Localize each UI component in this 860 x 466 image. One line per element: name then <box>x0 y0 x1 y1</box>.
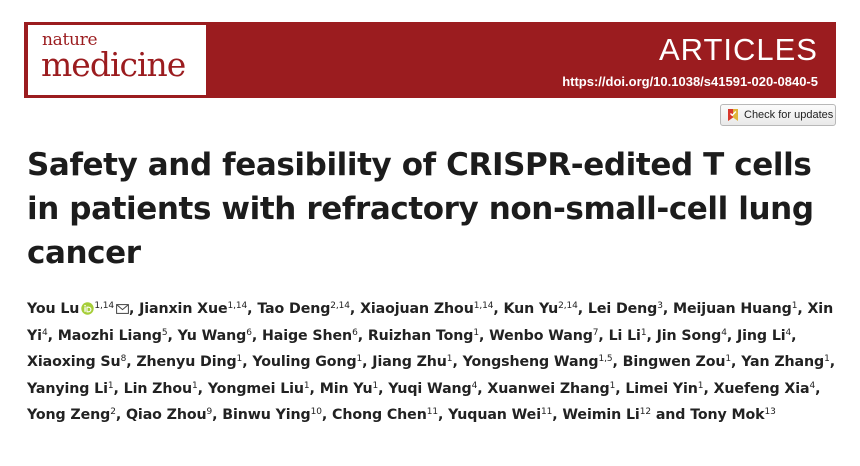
author-affiliation: 7 <box>592 327 599 338</box>
author-affiliation: 6 <box>352 327 358 338</box>
author-affiliation: 13 <box>764 407 776 417</box>
author-name[interactable]: Ruizhan Tong <box>367 327 474 344</box>
author-affiliation: 2,14 <box>330 301 350 311</box>
author-affiliation: 1,5 <box>598 354 613 364</box>
author-name[interactable]: Jin Song <box>656 327 722 344</box>
author-name[interactable]: Xiaoxing Su <box>27 354 121 370</box>
author-affiliation: 1 <box>303 380 310 391</box>
author-affiliation: 1 <box>107 380 114 391</box>
author-affiliation: 1,14 <box>473 301 494 311</box>
author-name[interactable]: You Lu <box>27 301 80 317</box>
author-affiliation: 8 <box>120 354 127 364</box>
author-name[interactable]: Tao Deng <box>257 301 331 317</box>
author-name[interactable]: Xuanwei Zhang <box>487 380 610 397</box>
journal-logo-small: nature <box>42 30 98 50</box>
author-affiliation: 4 <box>785 327 792 338</box>
author-name[interactable]: Qiao Zhou <box>125 407 207 423</box>
author-affiliation: 1 <box>791 301 798 311</box>
author-name[interactable]: Xin Yi <box>27 301 834 344</box>
author-affiliation: 4 <box>809 380 816 391</box>
author-affiliation: 3 <box>657 301 663 311</box>
author-affiliation: 4 <box>41 327 48 338</box>
author-name[interactable]: Weimin Li <box>562 407 640 423</box>
author-name[interactable]: Xiaojuan Zhou <box>360 301 474 317</box>
author-list: You Lu 1,14, Jianxin Xue1,14, Tao Deng2,1… <box>27 301 836 423</box>
author-name[interactable]: Yong Zeng <box>27 407 111 423</box>
author-affiliation: 1 <box>697 380 704 391</box>
author-name[interactable]: Haige Shen <box>261 327 353 344</box>
author-name[interactable]: Yuqi Wang <box>388 380 472 397</box>
author-name[interactable]: Wenbo Wang <box>489 327 593 344</box>
author-name[interactable]: Yongsheng Wang <box>462 354 599 370</box>
author-name[interactable]: Tony Mok <box>690 407 765 423</box>
author-name[interactable]: Yan Zhang <box>741 354 825 370</box>
crossmark-icon <box>728 109 738 121</box>
author-name[interactable]: Binwu Ying <box>222 407 311 423</box>
author-affiliation: 1 <box>446 354 453 364</box>
author-name[interactable]: Maozhi Liang <box>57 327 162 344</box>
author-affiliation: 1 <box>236 354 243 364</box>
author-affiliation: 1 <box>725 354 732 364</box>
author-name[interactable]: Yongmei Liu <box>207 380 304 397</box>
author-list-conjunction: and <box>655 407 686 423</box>
check-for-updates-label: Check for updates <box>744 109 834 121</box>
author-affiliation: 4 <box>721 327 727 338</box>
author-name[interactable]: Lei Deng <box>587 301 658 317</box>
author-name[interactable]: Yuquan Wei <box>448 407 541 423</box>
author-affiliation: 1 <box>473 327 479 338</box>
author-name[interactable]: Jianxin Xue <box>139 301 228 317</box>
author-name[interactable]: Yu Wang <box>177 327 247 344</box>
author-affiliation: 10 <box>310 407 322 417</box>
author-name[interactable]: Jiang Zhu <box>372 354 447 370</box>
author-affiliation: 5 <box>161 327 168 338</box>
author-affiliation: 1 <box>192 380 198 391</box>
check-for-updates-button[interactable]: Check for updates <box>720 104 836 126</box>
author-affiliation: 2 <box>110 407 116 417</box>
author-name[interactable]: Lin Zhou <box>123 380 193 397</box>
author-name[interactable]: Bingwen Zou <box>622 354 726 370</box>
doi-link[interactable]: https://doi.org/10.1038/s41591-020-0840-… <box>562 74 818 89</box>
author-affiliation: 4 <box>471 380 478 391</box>
author-name[interactable]: Li Li <box>608 327 641 344</box>
author-name[interactable]: Youling Gong <box>252 354 357 370</box>
author-name[interactable]: Min Yu <box>319 380 373 397</box>
journal-logo-big: medicine <box>41 45 186 84</box>
author-affiliation: 11 <box>426 407 438 417</box>
article-title: Safety and feasibility of CRISPR-edited … <box>27 147 814 271</box>
journal-header-bar: nature medicine ARTICLES https://doi.org… <box>24 22 836 98</box>
author-affiliation: 2,14 <box>558 301 578 311</box>
author-name[interactable]: Chong Chen <box>332 407 427 423</box>
author-affiliation: 1 <box>640 327 647 338</box>
author-affiliation: 1,14 <box>227 301 248 311</box>
email-icon[interactable] <box>116 304 129 314</box>
author-affiliation: 9 <box>206 407 213 417</box>
author-name[interactable]: Kun Yu <box>503 301 559 317</box>
author-name[interactable]: Yanying Li <box>27 380 108 397</box>
article-section-label: ARTICLES <box>658 32 818 67</box>
author-affiliation: 12 <box>639 407 651 417</box>
author-name[interactable]: Xuefeng Xia <box>713 380 810 397</box>
author-affiliation: 6 <box>246 327 252 338</box>
author-affiliation: 1 <box>372 380 379 391</box>
author-affiliation: 11 <box>540 407 553 417</box>
author-affiliation: 1 <box>609 380 616 391</box>
author-name[interactable]: Limei Yin <box>625 380 698 397</box>
author-name[interactable]: Zhenyu Ding <box>136 354 237 370</box>
author-name[interactable]: Jing Li <box>736 327 786 344</box>
journal-logo[interactable]: nature medicine <box>28 25 206 95</box>
orcid-icon[interactable] <box>81 302 95 315</box>
author-affiliation: 1 <box>824 354 830 364</box>
author-name[interactable]: Meijuan Huang <box>673 301 792 317</box>
author-affiliation: 1 <box>356 354 363 364</box>
author-affiliation: 1,14 <box>94 301 114 311</box>
